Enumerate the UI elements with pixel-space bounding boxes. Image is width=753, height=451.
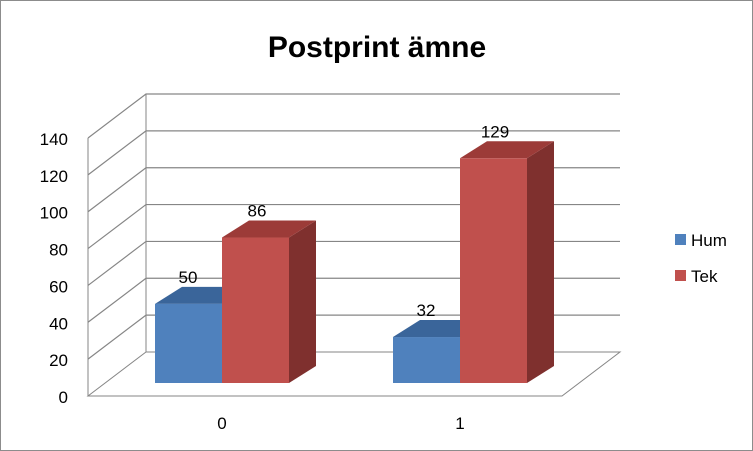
bar-side-face (527, 141, 554, 383)
bars (155, 141, 554, 383)
gridline (87, 130, 620, 176)
bar-front-face (393, 337, 460, 383)
gridline (87, 93, 620, 139)
legend-swatch (675, 234, 686, 245)
legend-swatch (675, 270, 686, 281)
y-tick-label: 80 (49, 241, 68, 260)
data-label: 32 (417, 301, 436, 320)
bar-front-face (460, 158, 527, 383)
bar-tek-1 (460, 141, 554, 383)
data-label: 50 (179, 268, 198, 287)
bar-side-face (289, 220, 316, 383)
x-tick-label: 1 (455, 414, 464, 433)
legend-label: Tek (691, 267, 718, 286)
bar-top-face (222, 220, 316, 238)
y-tick-label: 40 (49, 314, 68, 333)
legend-item-hum: Hum (675, 231, 727, 250)
data-label: 129 (481, 122, 509, 141)
y-tick-label: 120 (40, 167, 68, 186)
chart-floor (86, 351, 622, 397)
bar-front-face (155, 303, 222, 383)
x-tick-label: 0 (217, 414, 226, 433)
y-tick-label: 20 (49, 351, 68, 370)
data-label: 86 (248, 202, 267, 221)
y-tick-label: 100 (40, 204, 68, 223)
gridlines (87, 93, 620, 360)
y-tick-label: 0 (59, 388, 68, 407)
bar-front-face (222, 237, 289, 383)
bar-tek-0 (222, 220, 316, 383)
legend-label: Hum (691, 231, 727, 250)
y-tick-label: 60 (49, 277, 68, 296)
y-tick-label: 140 (40, 130, 68, 149)
bar-top-face (460, 141, 554, 159)
y-axis-ticks: 0 20 40 60 80 100 120 140 (40, 130, 68, 407)
legend: Hum Tek (675, 231, 727, 286)
legend-item-tek: Tek (675, 267, 718, 286)
chart-title: Postprint ämne (268, 31, 486, 64)
chart-walls (86, 94, 622, 397)
data-labels: 50 86 32 129 (179, 122, 510, 320)
